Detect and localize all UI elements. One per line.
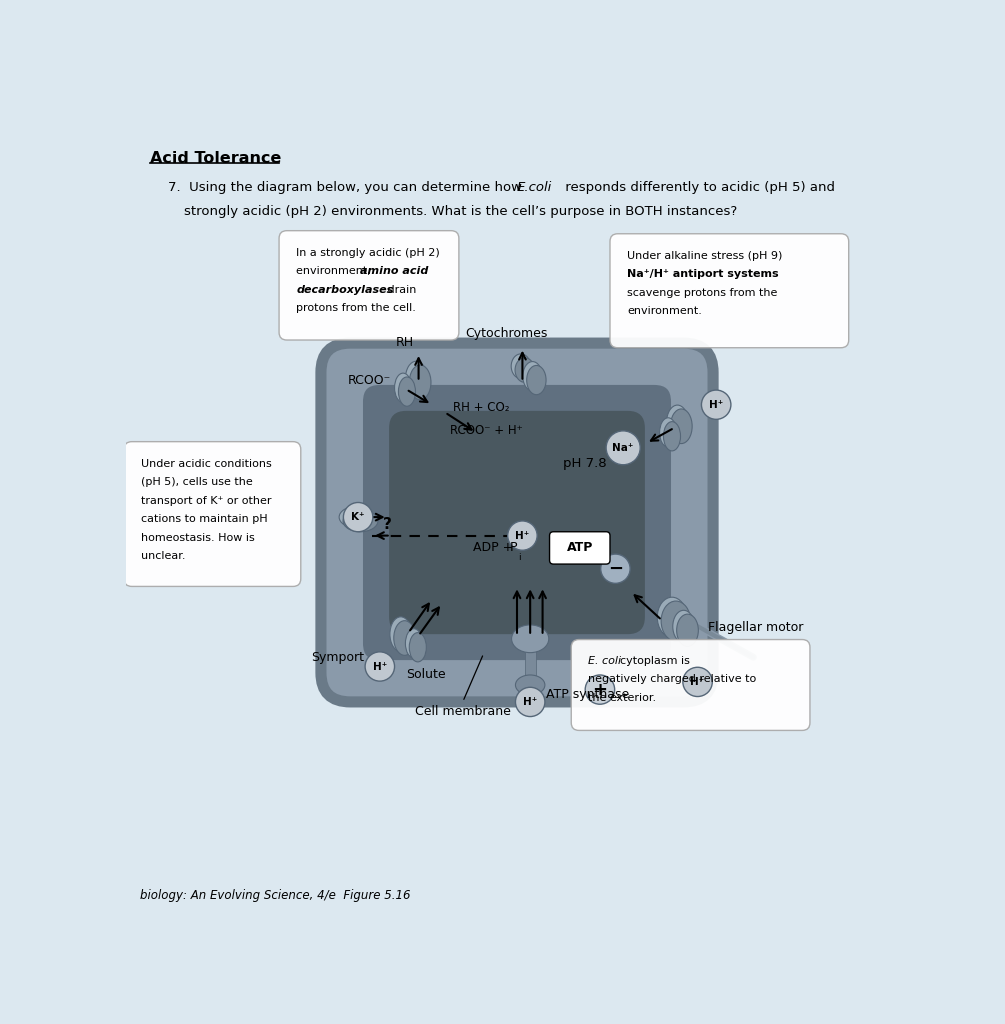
- Ellipse shape: [343, 510, 378, 531]
- Circle shape: [585, 675, 615, 705]
- Text: H⁺: H⁺: [523, 697, 538, 707]
- Ellipse shape: [670, 409, 692, 443]
- Ellipse shape: [676, 614, 698, 646]
- Text: Symport: Symport: [312, 651, 365, 664]
- Text: scavenge protons from the: scavenge protons from the: [627, 288, 778, 298]
- Text: Under alkaline stress (pH 9): Under alkaline stress (pH 9): [627, 251, 783, 261]
- Text: RCOO⁻ + H⁺: RCOO⁻ + H⁺: [449, 424, 523, 437]
- Text: homeostasis. How is: homeostasis. How is: [141, 532, 255, 543]
- Ellipse shape: [661, 601, 690, 641]
- Text: −: −: [608, 560, 623, 578]
- FancyBboxPatch shape: [571, 640, 810, 730]
- Circle shape: [701, 390, 731, 420]
- Ellipse shape: [663, 422, 680, 451]
- Text: RH: RH: [396, 336, 414, 349]
- Circle shape: [682, 668, 713, 696]
- Text: H⁺: H⁺: [710, 399, 724, 410]
- Text: ?: ?: [383, 517, 392, 532]
- Text: Cell membrane: Cell membrane: [415, 705, 511, 718]
- Ellipse shape: [657, 597, 686, 637]
- Ellipse shape: [516, 675, 545, 695]
- Text: Na⁺/H⁺ antiport systems: Na⁺/H⁺ antiport systems: [627, 269, 779, 280]
- Ellipse shape: [409, 365, 431, 399]
- Ellipse shape: [395, 373, 412, 402]
- Text: 7.  Using the diagram below, you can determine how: 7. Using the diagram below, you can dete…: [168, 181, 527, 195]
- Text: responds differently to acidic (pH 5) and: responds differently to acidic (pH 5) an…: [561, 181, 835, 195]
- Text: unclear.: unclear.: [141, 551, 186, 561]
- Text: environment.: environment.: [627, 306, 701, 316]
- Text: drain: drain: [385, 285, 417, 295]
- Ellipse shape: [339, 506, 374, 528]
- FancyBboxPatch shape: [389, 411, 645, 634]
- Text: pH 7.8: pH 7.8: [563, 457, 606, 470]
- Text: decarboxylases: decarboxylases: [296, 285, 393, 295]
- Circle shape: [344, 503, 373, 531]
- Ellipse shape: [659, 418, 676, 447]
- Text: cations to maintain pH: cations to maintain pH: [141, 514, 267, 524]
- Text: RH + CO₂: RH + CO₂: [452, 401, 510, 415]
- Text: amino acid: amino acid: [360, 266, 428, 276]
- Ellipse shape: [512, 625, 549, 652]
- Circle shape: [601, 554, 630, 584]
- Text: Solute: Solute: [406, 668, 446, 681]
- FancyBboxPatch shape: [321, 343, 714, 701]
- Ellipse shape: [405, 629, 422, 658]
- Text: negatively charged relative to: negatively charged relative to: [588, 674, 757, 684]
- Text: transport of K⁺ or other: transport of K⁺ or other: [141, 496, 271, 506]
- Circle shape: [365, 652, 395, 681]
- Circle shape: [516, 687, 545, 717]
- Ellipse shape: [405, 361, 427, 396]
- Ellipse shape: [390, 616, 412, 651]
- Text: the exterior.: the exterior.: [588, 692, 656, 702]
- Text: RCOO⁻: RCOO⁻: [348, 374, 391, 386]
- Text: Under acidic conditions: Under acidic conditions: [141, 459, 272, 469]
- Bar: [525, 644, 536, 686]
- Text: i: i: [518, 553, 521, 561]
- Ellipse shape: [515, 357, 535, 382]
- Text: E.coli: E.coli: [517, 181, 553, 195]
- Text: biology: An Evolving Science, 4/e  Figure 5.16: biology: An Evolving Science, 4/e Figure…: [140, 889, 410, 902]
- Ellipse shape: [527, 366, 546, 394]
- Text: ADP +: ADP +: [472, 542, 514, 554]
- Text: ATP: ATP: [567, 542, 593, 554]
- Text: H⁺: H⁺: [373, 662, 387, 672]
- Ellipse shape: [523, 361, 542, 391]
- Text: (pH 5), cells use the: (pH 5), cells use the: [141, 477, 253, 487]
- Text: environment,: environment,: [296, 266, 375, 276]
- Text: cytoplasm is: cytoplasm is: [620, 655, 690, 666]
- FancyBboxPatch shape: [124, 441, 300, 587]
- Text: In a strongly acidic (pH 2): In a strongly acidic (pH 2): [296, 248, 440, 258]
- Text: P: P: [510, 542, 518, 554]
- FancyBboxPatch shape: [358, 380, 676, 665]
- Ellipse shape: [394, 621, 415, 655]
- Text: +: +: [592, 681, 607, 698]
- Ellipse shape: [409, 633, 426, 662]
- Ellipse shape: [512, 354, 531, 379]
- FancyBboxPatch shape: [279, 230, 459, 340]
- FancyBboxPatch shape: [550, 531, 610, 564]
- Text: Na⁺: Na⁺: [612, 442, 634, 453]
- Ellipse shape: [672, 610, 694, 643]
- Text: ATP synthase: ATP synthase: [546, 688, 629, 700]
- Text: Acid Tolerance: Acid Tolerance: [151, 151, 281, 166]
- Text: H⁺: H⁺: [516, 530, 530, 541]
- Text: H⁺: H⁺: [690, 677, 705, 687]
- Text: Flagellar motor: Flagellar motor: [709, 622, 804, 635]
- Ellipse shape: [398, 377, 415, 407]
- Ellipse shape: [666, 406, 688, 439]
- Text: K⁺: K⁺: [352, 512, 365, 522]
- Text: strongly acidic (pH 2) environments. What is the cell’s purpose in BOTH instance: strongly acidic (pH 2) environments. Wha…: [184, 205, 737, 217]
- Text: E. coli: E. coli: [588, 655, 621, 666]
- Text: Cytochromes: Cytochromes: [465, 327, 548, 340]
- Circle shape: [606, 431, 640, 465]
- FancyBboxPatch shape: [610, 233, 848, 348]
- Text: protons from the cell.: protons from the cell.: [296, 303, 416, 313]
- Circle shape: [508, 521, 537, 550]
